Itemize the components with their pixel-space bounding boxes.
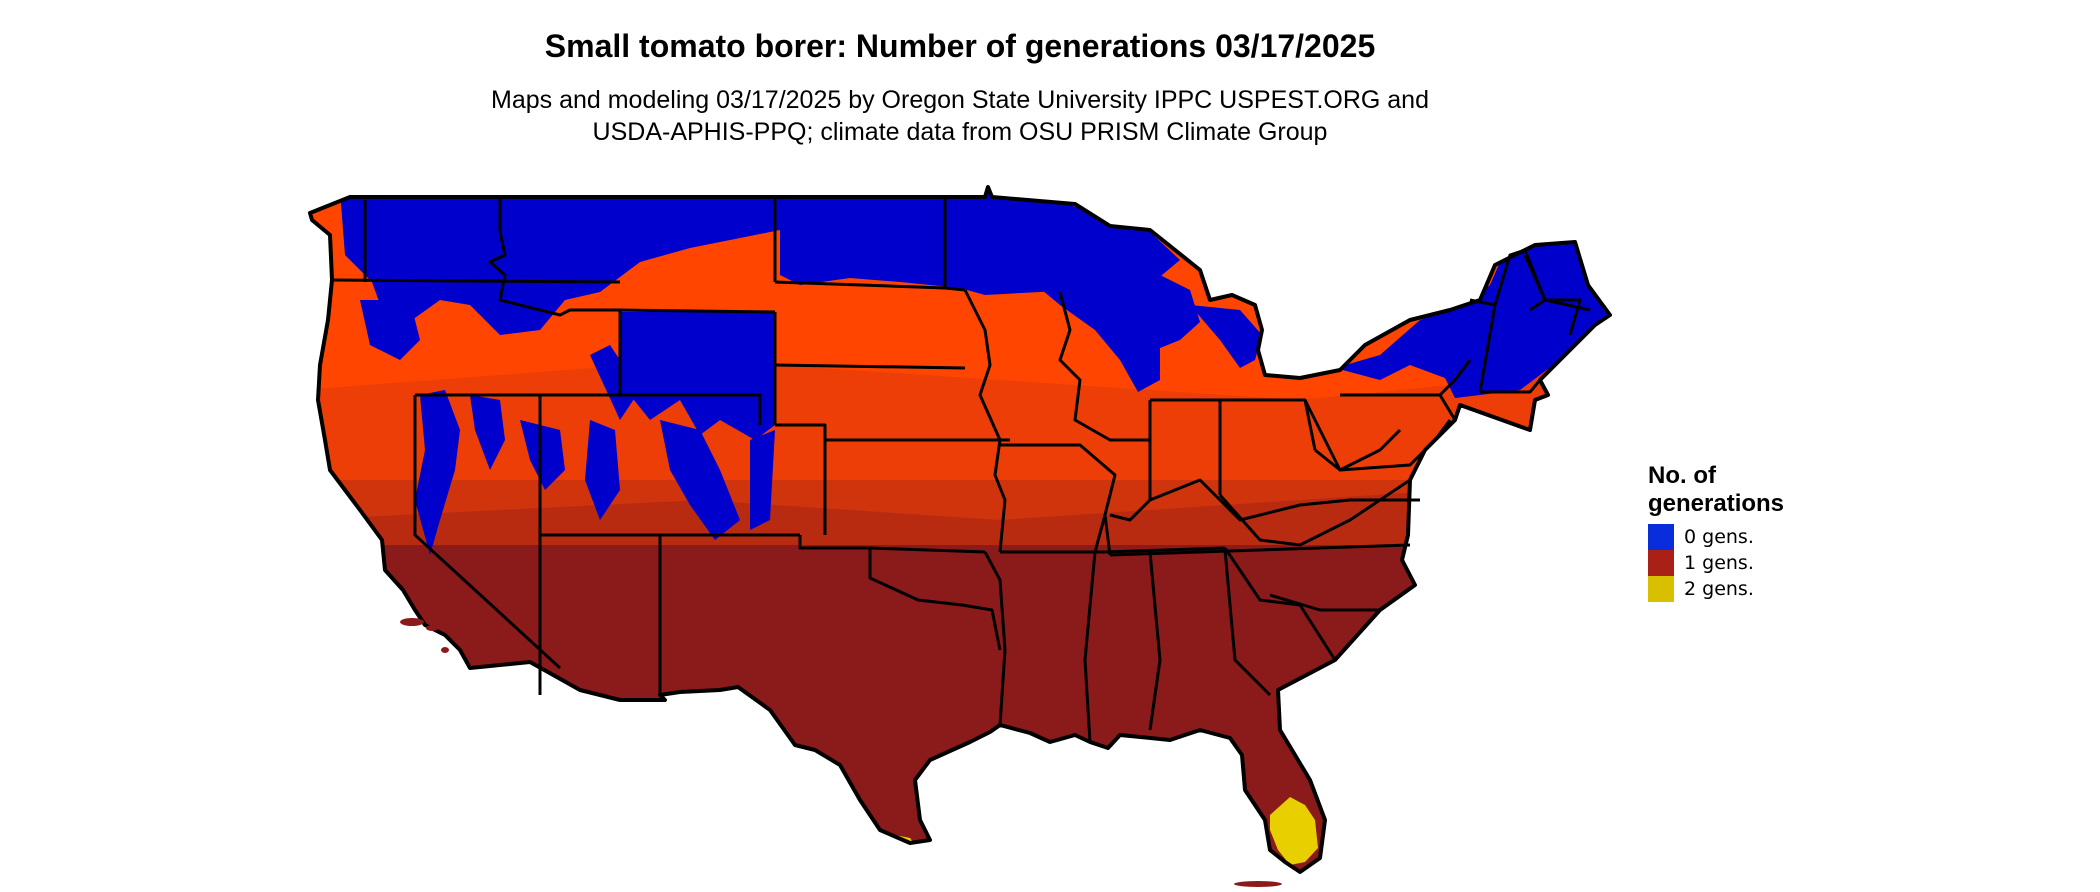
- legend-title-line-2: generations: [1648, 490, 1785, 517]
- legend-title: No. of generations: [1648, 462, 1848, 518]
- offshore-islands: [400, 618, 1282, 887]
- legend-label: 0 gens.: [1684, 526, 1754, 548]
- legend-item: 1 gens.: [1648, 550, 1848, 576]
- legend-title-line-1: No. of: [1648, 462, 1716, 489]
- map-subtitle: Maps and modeling 03/17/2025 by Oregon S…: [360, 84, 1560, 148]
- map-title: Small tomato borer: Number of generation…: [544, 28, 1376, 64]
- legend-items: 0 gens. 1 gens. 2 gens.: [1648, 524, 1848, 602]
- legend-label: 2 gens.: [1684, 578, 1754, 600]
- legend-item: 0 gens.: [1648, 524, 1848, 550]
- legend-label: 1 gens.: [1684, 552, 1754, 574]
- subtitle-line-2: USDA-APHIS-PPQ; climate data from OSU PR…: [592, 118, 1328, 146]
- legend: No. of generations 0 gens. 1 gens. 2 gens.: [1648, 462, 1848, 602]
- legend-swatch: [1648, 524, 1674, 550]
- legend-item: 2 gens.: [1648, 576, 1848, 602]
- state-borders: [308, 185, 1612, 874]
- legend-swatch: [1648, 576, 1674, 602]
- subtitle-line-1: Maps and modeling 03/17/2025 by Oregon S…: [491, 86, 1429, 114]
- legend-swatch: [1648, 550, 1674, 576]
